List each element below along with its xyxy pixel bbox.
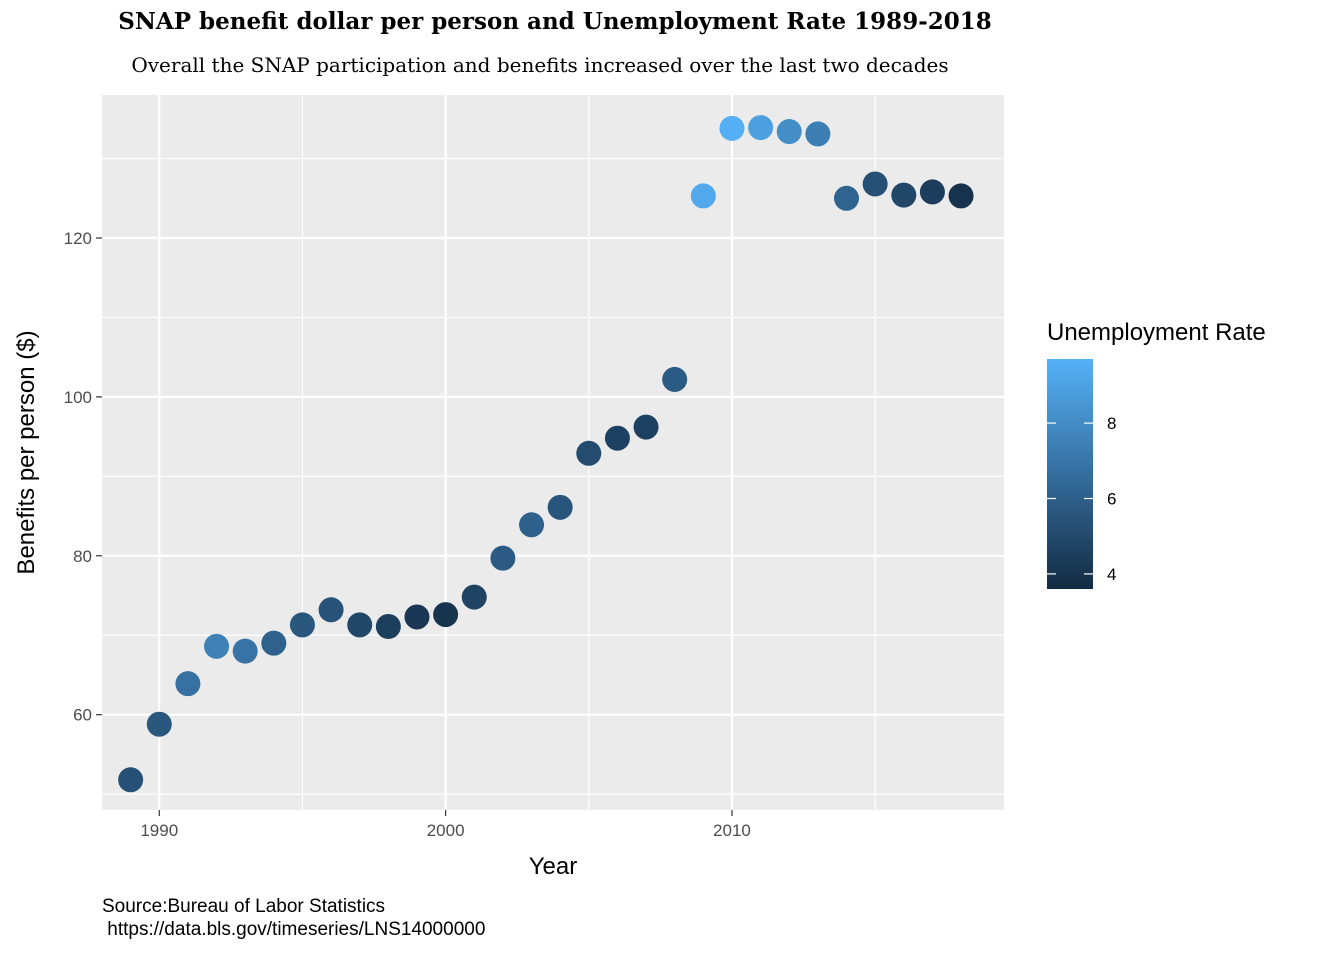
data-point bbox=[175, 671, 201, 697]
data-point bbox=[576, 440, 602, 466]
data-points bbox=[118, 115, 974, 793]
data-point bbox=[948, 183, 974, 209]
plot-panel bbox=[102, 95, 1004, 810]
data-point bbox=[204, 633, 230, 659]
caption-source: Source:Bureau of Labor Statistics bbox=[102, 896, 386, 917]
x-tick-label: 2010 bbox=[713, 821, 751, 840]
chart-subtitle: Overall the SNAP participation and benef… bbox=[131, 53, 949, 77]
data-point bbox=[375, 613, 401, 639]
data-point bbox=[633, 414, 659, 440]
data-point bbox=[834, 185, 860, 211]
data-point bbox=[232, 638, 258, 664]
data-point bbox=[748, 115, 774, 141]
data-point bbox=[490, 545, 516, 571]
legend-tick-label: 8 bbox=[1107, 414, 1116, 433]
y-tick-label: 100 bbox=[64, 388, 92, 407]
y-tick-label: 80 bbox=[73, 547, 92, 566]
data-point bbox=[776, 119, 802, 145]
caption-url: https://data.bls.gov/timeseries/LNS14000… bbox=[102, 919, 486, 940]
chart-title: SNAP benefit dollar per person and Unemp… bbox=[118, 8, 992, 35]
data-point bbox=[118, 767, 144, 793]
x-axis-title: Year bbox=[529, 853, 578, 880]
data-point bbox=[862, 171, 888, 197]
grid-major bbox=[102, 95, 1004, 810]
data-point bbox=[604, 425, 630, 451]
y-axis-title: Benefits per person ($) bbox=[13, 330, 40, 574]
data-point bbox=[433, 602, 459, 628]
data-point bbox=[261, 630, 287, 656]
y-axis: 60 80 100 120 bbox=[64, 229, 102, 725]
data-point bbox=[289, 612, 315, 638]
colorbar bbox=[1047, 359, 1093, 589]
data-point bbox=[318, 597, 344, 623]
chart-caption: Source:Bureau of Labor Statistics https:… bbox=[102, 895, 485, 941]
legend-tick-label: 6 bbox=[1107, 490, 1116, 509]
data-point bbox=[404, 604, 430, 630]
x-tick-label: 2000 bbox=[427, 821, 465, 840]
data-point bbox=[547, 494, 573, 520]
grid-minor bbox=[102, 95, 1004, 810]
data-point bbox=[519, 512, 545, 538]
y-tick-label: 60 bbox=[73, 706, 92, 725]
legend-title: Unemployment Rate bbox=[1047, 319, 1266, 346]
x-axis: 1990 2000 2010 bbox=[140, 810, 751, 840]
data-point bbox=[891, 182, 917, 208]
data-point bbox=[719, 115, 745, 141]
x-tick-label: 1990 bbox=[140, 821, 178, 840]
legend-ticks: 4 6 8 bbox=[1047, 414, 1116, 584]
data-point bbox=[919, 179, 945, 205]
data-point bbox=[690, 183, 716, 209]
data-point bbox=[146, 711, 172, 737]
data-point bbox=[662, 366, 688, 392]
y-tick-label: 120 bbox=[64, 229, 92, 248]
data-point bbox=[461, 584, 487, 610]
legend-tick-label: 4 bbox=[1107, 565, 1116, 584]
data-point bbox=[805, 121, 831, 147]
colorbar-legend: Unemployment Rate 4 6 8 bbox=[1047, 319, 1266, 589]
data-point bbox=[347, 612, 373, 638]
